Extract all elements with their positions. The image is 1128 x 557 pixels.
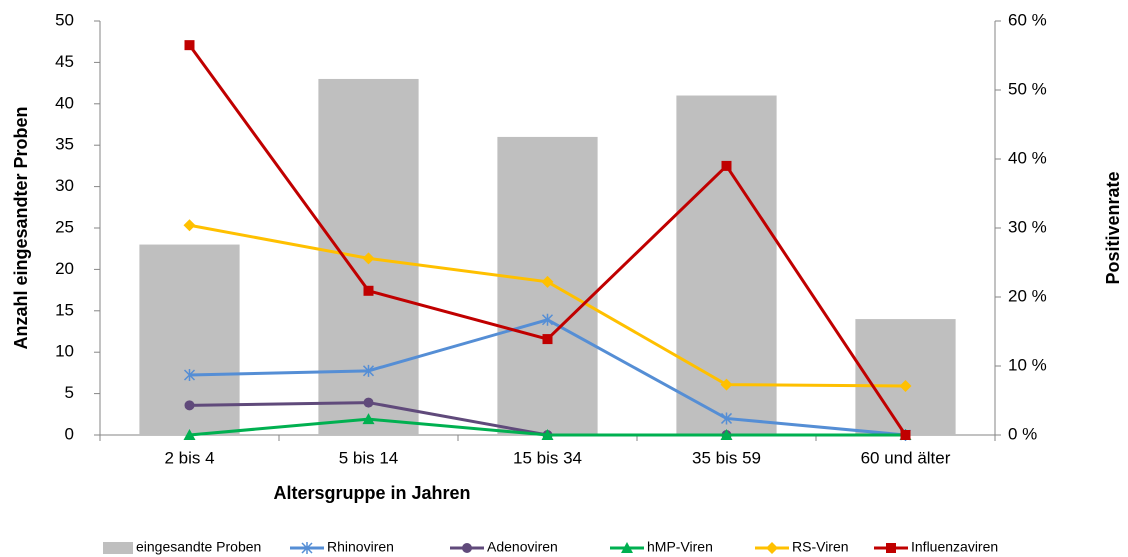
legend-marker [301,542,313,554]
legend-marker [621,542,633,553]
x-axis-title: Altersgruppe in Jahren [273,483,470,503]
y2-tick-label: 0 % [1008,424,1037,443]
bar [855,319,956,435]
y-tick-label: 0 [65,424,74,443]
legend-marker [766,542,778,554]
y2-tick-label: 30 % [1008,217,1047,236]
x-tick-label: 2 bis 4 [164,448,214,467]
legend-marker [462,543,472,553]
legend-label: Adenoviren [487,539,558,555]
marker [363,397,374,408]
y2-tick-label: 10 % [1008,355,1047,374]
marker [362,364,375,377]
marker [541,275,554,288]
marker [721,160,732,171]
y-tick-label: 35 [55,135,74,154]
legend-label: hMP-Viren [647,539,713,555]
marker [720,378,733,391]
y2-axis-title: Positivenrate [1103,171,1123,284]
legend-label: Rhinoviren [327,539,394,555]
marker [363,285,374,296]
legend-marker [886,543,896,553]
marker [183,219,196,232]
marker [184,40,195,51]
marker [542,334,553,345]
marker [183,429,196,440]
y-tick-label: 30 [55,176,74,195]
marker [183,368,196,381]
y2-tick-label: 20 % [1008,286,1047,305]
y-tick-label: 5 [65,383,74,402]
y-tick-label: 15 [55,300,74,319]
x-tick-label: 60 und älter [861,448,951,467]
y-tick-label: 40 [55,93,74,112]
y-axis-title: Anzahl eingesandter Proben [11,106,31,349]
marker [900,430,911,440]
legend-swatch [103,542,133,554]
marker [541,429,554,440]
marker [720,429,733,440]
marker [720,412,733,425]
marker [362,252,375,265]
marker [362,413,375,425]
x-tick-label: 5 bis 14 [339,448,399,467]
legend-label: RS-Viren [792,539,849,555]
x-tick-label: 15 bis 34 [513,448,582,467]
x-tick-label: 35 bis 59 [692,448,761,467]
marker [184,400,195,411]
y-tick-label: 25 [55,217,74,236]
legend-label: Influenzaviren [911,539,998,555]
y2-tick-label: 60 % [1008,10,1047,29]
y-tick-label: 20 [55,259,74,278]
y-tick-label: 10 [55,342,74,361]
y-tick-label: 45 [55,52,74,71]
bar [676,95,777,436]
marker [541,313,554,326]
marker [899,380,912,393]
legend-label: eingesandte Proben [136,539,261,555]
y2-tick-label: 40 % [1008,148,1047,167]
y2-tick-label: 50 % [1008,79,1047,98]
y-tick-label: 50 [55,10,74,29]
